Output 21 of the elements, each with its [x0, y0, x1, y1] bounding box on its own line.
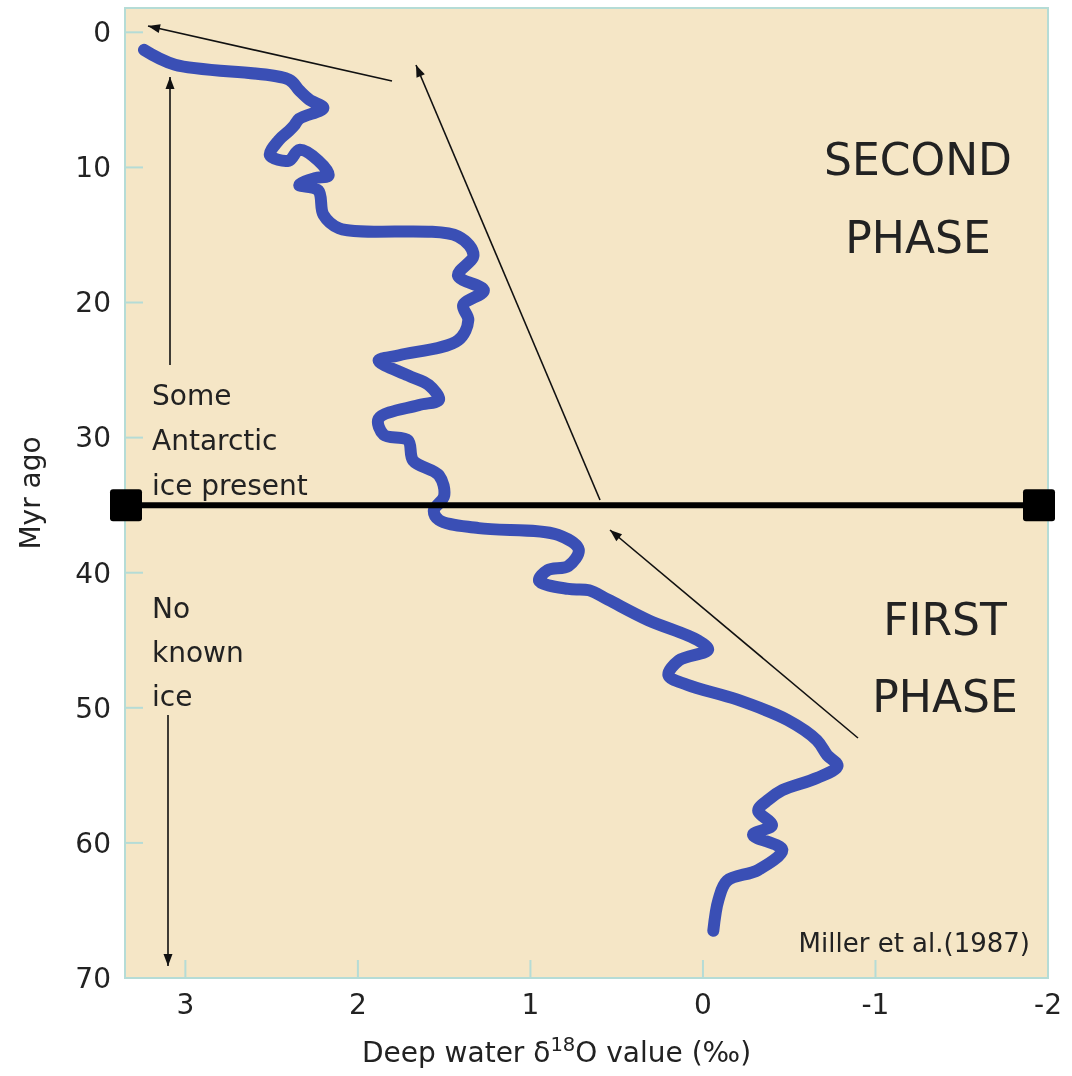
y-tick-label: 0 — [93, 16, 111, 50]
y-tick-label: 10 — [75, 151, 111, 185]
annotation: Some Antarctic ice present — [152, 379, 308, 502]
annotation: No known ice — [152, 592, 244, 713]
x-tick-label: 0 — [694, 988, 712, 1021]
y-axis-title: Myr ago — [14, 436, 47, 550]
x-tick-label: -1 — [861, 988, 890, 1021]
x-tick-label: 2 — [348, 988, 367, 1021]
annotation: Miller et al.(1987) — [798, 928, 1030, 958]
x-axis-title: Deep water δ$^{18}$O value (‰) — [361, 1032, 752, 1069]
x-tick-label: -2 — [1034, 988, 1062, 1021]
y-tick-label: 40 — [75, 556, 111, 590]
y-tick-label: 60 — [75, 826, 111, 860]
annotation: FIRST PHASE — [872, 594, 1018, 722]
y-tick-label: 20 — [75, 286, 111, 320]
y-tick-label: 30 — [75, 421, 111, 455]
y-tick-label: 70 — [75, 961, 111, 995]
x-tick-label: 3 — [176, 988, 195, 1021]
y-tick-label: 50 — [75, 691, 111, 725]
annotation: SECOND PHASE — [824, 134, 1012, 263]
x-tick-label: 1 — [521, 988, 540, 1021]
